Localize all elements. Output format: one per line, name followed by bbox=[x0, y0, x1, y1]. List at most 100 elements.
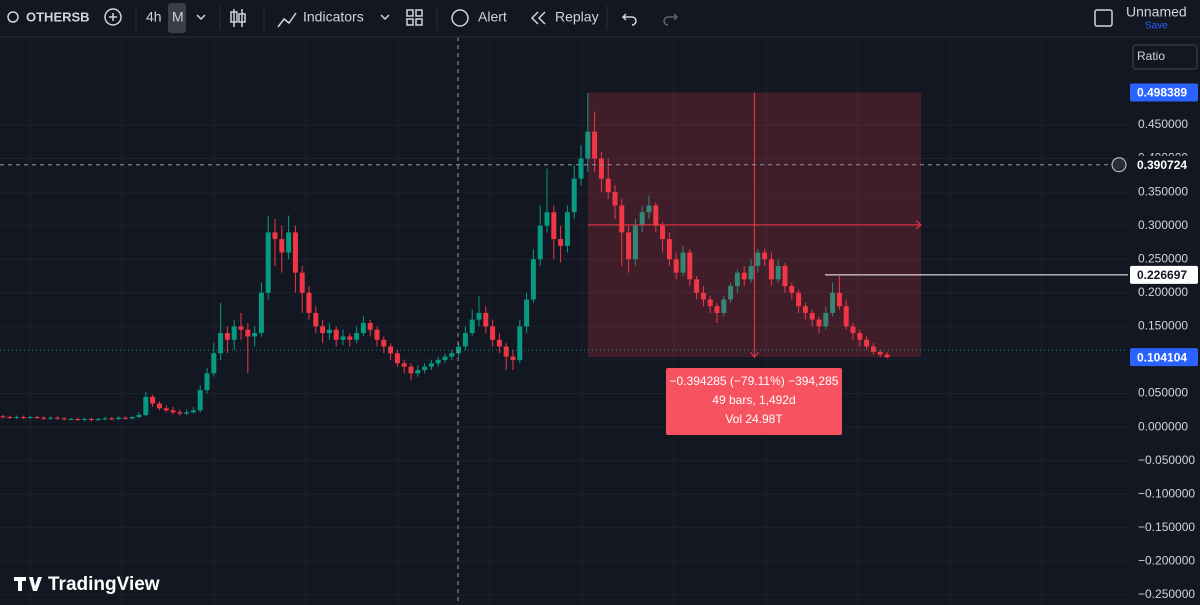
candle-body bbox=[360, 323, 366, 334]
candle-body bbox=[197, 390, 203, 411]
y-tick-label: 0.350000 bbox=[1138, 184, 1188, 198]
candle-body bbox=[75, 419, 81, 421]
candle-body bbox=[694, 279, 700, 293]
candle-body bbox=[741, 272, 747, 280]
candle-body bbox=[646, 205, 652, 213]
candle-body bbox=[367, 323, 373, 330]
candle-body bbox=[830, 292, 836, 313]
candle-body bbox=[524, 299, 530, 327]
alert[interactable]: Alert bbox=[478, 9, 507, 25]
candle-body bbox=[449, 353, 455, 357]
candle-body bbox=[714, 306, 720, 313]
replay[interactable]: Replay bbox=[555, 9, 599, 25]
candle-body bbox=[326, 329, 332, 334]
brand: TradingView bbox=[48, 574, 160, 595]
candle-body bbox=[673, 259, 679, 273]
y-tick-label: −0.200000 bbox=[1138, 554, 1195, 568]
candle-body bbox=[755, 252, 761, 266]
save[interactable]: Save bbox=[1145, 21, 1168, 32]
redo[interactable] bbox=[663, 13, 679, 26]
candle-body bbox=[27, 417, 33, 419]
candle-body bbox=[95, 419, 101, 421]
candle-body bbox=[401, 363, 407, 367]
candle-body bbox=[592, 131, 598, 159]
undo[interactable] bbox=[621, 13, 637, 26]
symbol[interactable]: OTHERSB bbox=[26, 9, 90, 24]
candle-body bbox=[700, 292, 706, 300]
candle-body bbox=[571, 178, 577, 213]
interval[interactable]: 4h bbox=[146, 9, 162, 25]
grid bbox=[0, 37, 1128, 605]
y-tick-label: −0.250000 bbox=[1138, 587, 1195, 601]
candle-body bbox=[510, 356, 516, 360]
scale-button[interactable] bbox=[1132, 44, 1198, 70]
chart-type[interactable] bbox=[230, 9, 246, 27]
price-badge-label: 0.104104 bbox=[1137, 350, 1187, 364]
interval-alt[interactable]: M bbox=[172, 9, 184, 25]
candle-body bbox=[605, 178, 611, 193]
add-symbol[interactable] bbox=[104, 8, 122, 26]
candle-body bbox=[299, 272, 305, 293]
candle-body bbox=[143, 396, 149, 415]
candle-body bbox=[442, 356, 448, 360]
candle-body bbox=[483, 312, 489, 327]
layout-icon[interactable] bbox=[1094, 9, 1113, 27]
layout-name[interactable]: Unnamed bbox=[1126, 4, 1187, 20]
measure-volume: Vol 24.98T bbox=[725, 412, 783, 426]
y-tick-label: 0.000000 bbox=[1138, 419, 1188, 433]
candle-body bbox=[150, 396, 156, 404]
candle-body bbox=[639, 212, 645, 226]
candle-body bbox=[748, 265, 754, 280]
candle-body bbox=[687, 252, 693, 280]
alert-icon bbox=[451, 9, 469, 27]
replay-icon bbox=[530, 11, 546, 25]
candle-body bbox=[619, 205, 625, 233]
candle-body bbox=[530, 259, 536, 300]
candle-body bbox=[428, 363, 434, 367]
price-badge-label: 0.226697 bbox=[1137, 268, 1187, 282]
candle-body bbox=[823, 312, 829, 327]
candle-body bbox=[476, 312, 482, 320]
candle-body bbox=[768, 259, 774, 280]
candle-body bbox=[34, 417, 40, 419]
candle-body bbox=[802, 306, 808, 313]
price-badge bbox=[1130, 155, 1198, 174]
candle-body bbox=[578, 158, 584, 179]
candle-body bbox=[177, 412, 183, 414]
candle-body bbox=[850, 326, 856, 334]
price-badge-label: 0.498389 bbox=[1137, 86, 1187, 100]
scale-button-label[interactable]: Ratio bbox=[1137, 49, 1165, 63]
indicators-menu[interactable] bbox=[380, 14, 390, 21]
candle-body bbox=[490, 326, 496, 340]
candle-body bbox=[721, 299, 727, 313]
candle-body bbox=[333, 329, 339, 340]
candle-body bbox=[782, 265, 788, 287]
candle-body bbox=[68, 419, 74, 421]
price-axis bbox=[1128, 38, 1200, 605]
candle-body bbox=[238, 326, 244, 330]
candle-body bbox=[218, 333, 224, 354]
price-badge bbox=[1130, 83, 1198, 102]
measure-tooltip bbox=[666, 368, 842, 435]
templates[interactable] bbox=[406, 9, 423, 26]
indicators[interactable]: Indicators bbox=[303, 9, 364, 25]
candle-body bbox=[252, 333, 258, 337]
candle-body bbox=[41, 417, 47, 419]
indicators-icon bbox=[277, 12, 297, 28]
candle-body bbox=[469, 319, 475, 334]
measure-v-head bbox=[750, 351, 759, 358]
candle-body bbox=[857, 333, 863, 340]
candle-body bbox=[48, 417, 54, 419]
search-icon[interactable] bbox=[7, 11, 19, 23]
candle-body bbox=[585, 131, 591, 159]
candle-body bbox=[836, 292, 842, 307]
interval-menu[interactable] bbox=[196, 14, 206, 21]
candle-body bbox=[632, 225, 638, 260]
candle-body bbox=[54, 417, 60, 419]
candle-body bbox=[884, 354, 890, 358]
candle-body bbox=[354, 333, 360, 340]
candle-body bbox=[496, 339, 502, 347]
measure-change: −0.394285 (−79.11%) −394,285 bbox=[670, 374, 839, 388]
candle-body bbox=[136, 414, 142, 418]
